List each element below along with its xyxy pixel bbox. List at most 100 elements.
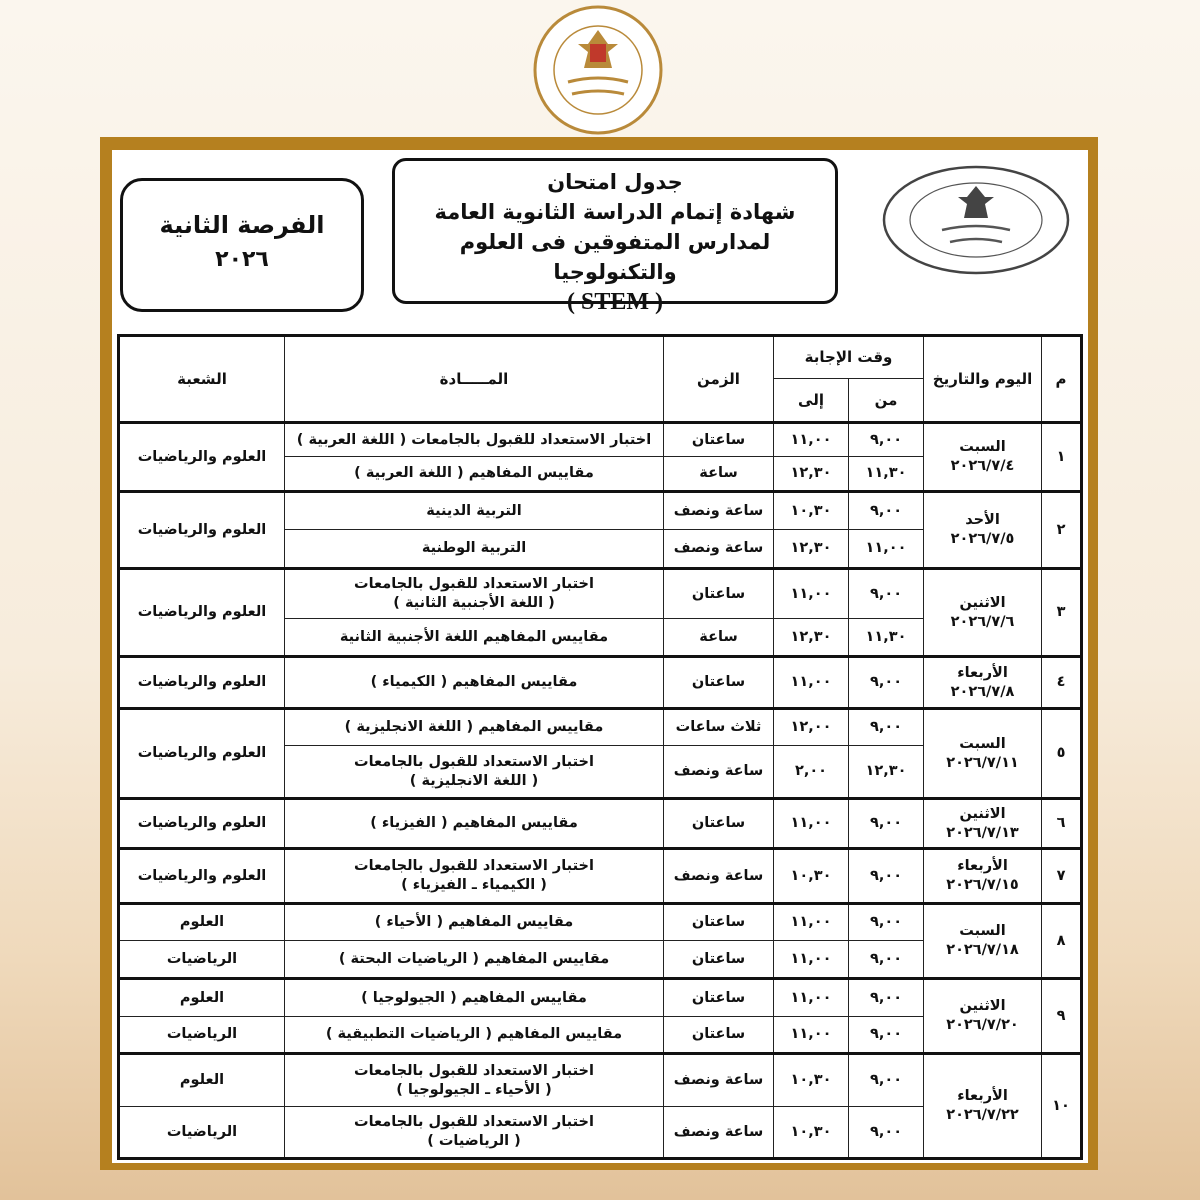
subject-line: التربية الوطنية — [421, 540, 527, 556]
day-name: الأربعاء — [957, 1088, 1008, 1104]
time-to: ١٢,٣٠ — [772, 618, 850, 657]
branch: الرياضيات — [118, 1106, 285, 1159]
subject-line: ( الأحياء ـ الجيولوجيا ) — [396, 1081, 552, 1098]
time-to: ١٢,٣٠ — [772, 529, 850, 569]
row-number: ٣ — [1041, 568, 1083, 657]
title-box: جدول امتحان شهادة إتمام الدراسة الثانوية… — [392, 158, 838, 315]
time-to: ١١,٠٠ — [772, 903, 850, 941]
duration: ساعتان — [663, 940, 774, 979]
branch: العلوم والرياضيات — [118, 656, 285, 709]
branch: العلوم والرياضيات — [118, 708, 285, 799]
subject-line: مقاييس المفاهيم اللغة الأجنبية الثانية — [339, 628, 609, 645]
subject-cell: مقاييس المفاهيم ( الرياضيات التطبيقية ) — [284, 1016, 664, 1054]
row-number: ٤ — [1041, 656, 1083, 709]
subject-cell: مقاييس المفاهيم ( اللغة العربية ) — [284, 456, 664, 492]
header-from: من — [848, 378, 925, 423]
subject-cell: مقاييس المفاهيم اللغة الأجنبية الثانية — [284, 618, 664, 657]
day-date-cell: السبت ٢٠٢٦/٧/١١ — [923, 708, 1043, 799]
exam-date: ٢٠٢٦/٧/١١ — [946, 754, 1019, 771]
day-date-cell: الاثنين ٢٠٢٦/٧/٢٠ — [923, 978, 1043, 1054]
day-date-cell: الأحد ٢٠٢٦/٧/٥ — [923, 491, 1043, 569]
time-to: ١٠,٣٠ — [772, 848, 850, 904]
schedule-day-group: ٣ الاثنين ٢٠٢٦/٧/٦ ٩,٠٠ ١١,٠٠ ساعتان اختبار ال… — [118, 568, 1083, 657]
subject-cell: مقاييس المفاهيم ( الفيزياء ) — [284, 798, 664, 849]
time-from: ٩,٠٠ — [848, 940, 925, 979]
schedule-day-group: ١٠ الأربعاء ٢٠٢٦/٧/٢٢ ٩,٠٠ ١٠,٣٠ ساعة ونصف اخت… — [118, 1053, 1083, 1159]
schedule-day-group: ٦ الاثنين ٢٠٢٦/٧/١٣ ٩,٠٠ ١١,٠٠ ساعتان مقاييس ا… — [118, 798, 1083, 849]
exam-date: ٢٠٢٦/٧/١٥ — [946, 877, 1019, 893]
time-from: ٩,٠٠ — [848, 1106, 925, 1159]
time-from: ٩,٠٠ — [848, 491, 925, 530]
subject-line: مقاييس المفاهيم ( الرياضيات البحتة ) — [338, 950, 610, 967]
subject-cell: مقاييس المفاهيم ( الجيولوجيا ) — [284, 978, 664, 1017]
subject-cell: اختبار الاستعداد للقبول بالجامعات ( اللغ… — [284, 422, 664, 457]
subject-line: ( الرياضيات ) — [427, 1133, 521, 1149]
exam-date: ٢٠٢٦/٧/٥ — [950, 531, 1015, 547]
time-from: ٩,٠٠ — [848, 708, 925, 746]
branch: العلوم والرياضيات — [118, 568, 285, 657]
day-date-cell: السبت ٢٠٢٦/٧/١٨ — [923, 903, 1043, 979]
exam-date: ٢٠٢٦/٧/١٣ — [946, 824, 1019, 841]
duration: ساعة ونصف — [663, 1053, 774, 1107]
day-name: الأربعاء — [957, 664, 1008, 681]
time-to: ١٠,٣٠ — [772, 1053, 850, 1107]
title-line: شهادة إتمام الدراسة الثانوية العامة — [434, 200, 796, 224]
subject-line: مقاييس المفاهيم ( الفيزياء ) — [370, 815, 578, 831]
subject-line: ( اللغة الانجليزية ) — [409, 772, 539, 789]
header-num: م — [1041, 335, 1083, 423]
table-row: ٩ الاثنين ٢٠٢٦/٧/٢٠ ٩,٠٠ ١١,٠٠ ساعتان مقاييس ا… — [118, 978, 1083, 1054]
ministry-seal-logo — [533, 5, 663, 135]
subject-line: اختبار الاستعداد للقبول بالجامعات — [354, 753, 594, 770]
time-from: ٩,٠٠ — [848, 978, 925, 1017]
duration: ساعة ونصف — [663, 745, 774, 799]
subject-line: مقاييس المفاهيم ( الأحياء ) — [374, 914, 574, 930]
subject-cell: مقاييس المفاهيم ( اللغة الانجليزية ) — [284, 708, 664, 746]
branch: العلوم — [118, 978, 285, 1017]
subject-cell: مقاييس المفاهيم ( الرياضيات البحتة ) — [284, 940, 664, 979]
day-date-cell: الأربعاء ٢٠٢٦/٧/١٥ — [923, 848, 1043, 904]
subject-line: ( اللغة الأجنبية الثانية ) — [393, 595, 555, 611]
table-row: ١٢,٣٠ ٢,٠٠ ساعة ونصف اختبار الاستعداد للقبو… — [119, 745, 1082, 799]
exam-date: ٢٠٢٦/٧/٢٢ — [946, 1107, 1019, 1123]
header-duration: الزمن — [663, 335, 774, 423]
day-date-cell: الاثنين ٢٠٢٦/٧/٦ — [923, 568, 1043, 657]
header-to: إلى — [772, 378, 850, 423]
duration: ساعة — [663, 456, 774, 492]
exam-date: ٢٠٢٦/٧/٦ — [950, 613, 1015, 630]
title-line: جدول امتحان — [547, 170, 683, 194]
header-branch: الشعبة — [118, 335, 285, 423]
exam-round-box: الفرصة الثانية ٢٠٢٦ — [120, 178, 364, 312]
subject-line: اختبار الاستعداد للقبول بالجامعات — [354, 576, 594, 592]
title-stem: ( STEM ) — [566, 289, 663, 315]
time-from: ١١,٣٠ — [848, 456, 925, 492]
subject-line: مقاييس المفاهيم ( اللغة العربية ) — [354, 465, 594, 481]
branch: العلوم والرياضيات — [118, 422, 285, 492]
subject-line: اختبار الاستعداد للقبول بالجامعات — [354, 1114, 594, 1130]
table-row: ٨ السبت ٢٠٢٦/٧/١٨ ٩,٠٠ ١١,٠٠ ساعتان مقاييس الم… — [118, 903, 1083, 979]
day-name: السبت — [959, 735, 1006, 752]
exam-date: ٢٠٢٦/٧/٤ — [950, 458, 1015, 474]
row-number: ١٠ — [1041, 1053, 1083, 1159]
duration: ساعتان — [663, 656, 774, 709]
schedule-day-group: ٥ السبت ٢٠٢٦/٧/١١ ٩,٠٠ ١٢,٠٠ ثلاث ساعات مقاييس… — [118, 708, 1083, 799]
header-subject: المـــــادة — [284, 335, 664, 423]
time-from: ٩,٠٠ — [848, 1053, 925, 1107]
time-from: ٩,٠٠ — [848, 848, 925, 904]
header-answer-time: وقت الإجابة — [772, 335, 925, 379]
time-from: ١١,٠٠ — [848, 529, 925, 569]
duration: ساعة ونصف — [663, 1106, 774, 1159]
subject-line: مقاييس المفاهيم ( الجيولوجيا ) — [361, 989, 587, 1006]
exam-date: ٢٠٢٦/٧/٢٠ — [946, 1017, 1019, 1033]
day-name: الاثنين — [959, 594, 1006, 611]
subject-line: التربية الدينية — [426, 502, 522, 519]
subject-line: مقاييس المفاهيم ( الرياضيات التطبيقية ) — [325, 1026, 623, 1042]
row-number: ٨ — [1041, 903, 1083, 979]
subject-line: مقاييس المفاهيم ( الكيمياء ) — [370, 674, 578, 690]
row-number: ٢ — [1041, 491, 1083, 569]
time-to: ١٢,٣٠ — [772, 456, 850, 492]
duration: ساعة ونصف — [663, 529, 774, 569]
time-from: ١١,٣٠ — [848, 618, 925, 657]
table-row: ٧ الأربعاء ٢٠٢٦/٧/١٥ ٩,٠٠ ١٠,٣٠ ساعة ونصف اختب… — [118, 848, 1083, 904]
subject-cell: اختبار الاستعداد للقبول بالجامعات ( اللغة… — [284, 745, 664, 799]
day-name: الاثنين — [959, 998, 1006, 1014]
